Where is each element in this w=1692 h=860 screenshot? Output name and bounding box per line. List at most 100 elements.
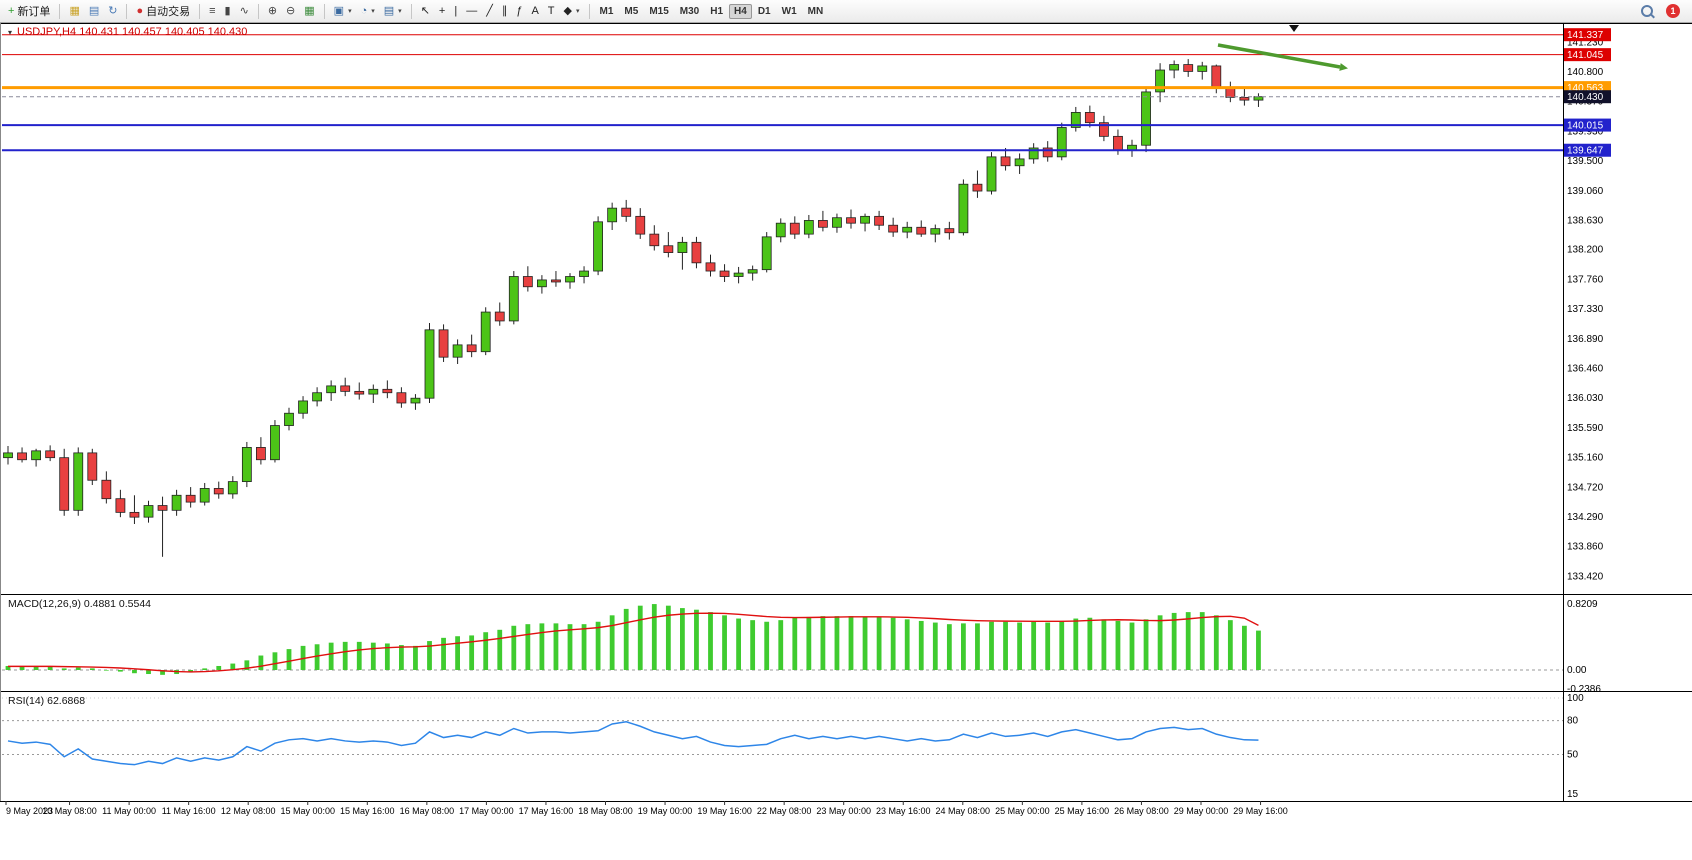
zoom-in-button[interactable]: ⊕ bbox=[264, 1, 281, 21]
candlestick-button[interactable]: ▮ bbox=[221, 1, 235, 21]
svg-text:140.430: 140.430 bbox=[1567, 92, 1604, 103]
toolbar-groups: + 新订单 ▦ ▤ ↻ ● 自动交易 ≡ ▮ ∿ ⊕ ⊖ ▦ ▣ ▾ ◔ ▾ ▤ ▾ ↖ + | — ╱ ∥ ƒ A T ◆ ▾ M1 M5 M… bbox=[4, 1, 828, 21]
svg-text:29 May 00:00: 29 May 00:00 bbox=[1174, 806, 1229, 816]
macd-histogram bbox=[5, 604, 1261, 675]
svg-text:15 May 16:00: 15 May 16:00 bbox=[340, 806, 395, 816]
channel-button[interactable]: ∥ bbox=[498, 1, 512, 21]
svg-text:25 May 00:00: 25 May 00:00 bbox=[995, 806, 1050, 816]
svg-text:23 May 16:00: 23 May 16:00 bbox=[876, 806, 931, 816]
svg-text:139.647: 139.647 bbox=[1567, 146, 1604, 157]
text-button[interactable]: A bbox=[527, 1, 542, 21]
bid-price-line: 140.430 bbox=[2, 90, 1611, 104]
macd-values: 0.4881 0.5544 bbox=[83, 598, 152, 610]
svg-text:139.930: 139.930 bbox=[1567, 126, 1604, 137]
channel-icon: ∥ bbox=[501, 4, 508, 17]
timeframe-w1-button[interactable]: W1 bbox=[781, 5, 797, 17]
svg-text:139.500: 139.500 bbox=[1567, 156, 1604, 167]
bar-chart-button[interactable]: ≡ bbox=[205, 1, 219, 21]
crosshair-icon: + bbox=[438, 4, 446, 17]
svg-text:50: 50 bbox=[1567, 750, 1579, 761]
toolbar-separator bbox=[588, 3, 590, 19]
svg-text:134.290: 134.290 bbox=[1567, 512, 1604, 523]
macd-signal-line bbox=[8, 612, 1259, 673]
line-chart-button[interactable]: ∿ bbox=[236, 1, 253, 21]
horizontal-line-button[interactable]: — bbox=[462, 1, 481, 21]
new-chart-button[interactable]: ▣ ▾ bbox=[330, 1, 356, 21]
new-order-button[interactable]: + 新订单 bbox=[4, 1, 54, 21]
cursor-icon: ↖ bbox=[420, 4, 430, 17]
templates-button[interactable]: ▤ ▾ bbox=[380, 1, 406, 21]
toolbar-right: 1 bbox=[1637, 1, 1688, 21]
svg-text:11 May 00:00: 11 May 00:00 bbox=[102, 806, 156, 816]
toolbar-separator bbox=[59, 3, 61, 19]
zoom-out-button[interactable]: ⊖ bbox=[282, 1, 299, 21]
svg-text:140.015: 140.015 bbox=[1567, 121, 1604, 132]
chevron-down-icon: ▾ bbox=[398, 8, 402, 15]
chart-canvas[interactable]: 141.230140.800140.370139.930139.500139.0… bbox=[0, 23, 1692, 860]
toolbar-separator bbox=[323, 3, 325, 19]
notification-badge[interactable]: 1 bbox=[1666, 4, 1680, 18]
chart-area[interactable]: 141.230140.800140.370139.930139.500139.0… bbox=[0, 23, 1692, 860]
tile-windows-button[interactable]: ▦ bbox=[300, 1, 318, 21]
macd-axis: 0.8209 0.00 -0.2386 bbox=[1567, 599, 1601, 695]
svg-text:17 May 16:00: 17 May 16:00 bbox=[519, 806, 574, 816]
toolbar-group: ▣ ▾ ◔ ▾ ▤ ▾ bbox=[330, 1, 406, 21]
candlestick-icon: ▮ bbox=[224, 4, 231, 17]
svg-text:10 May 08:00: 10 May 08:00 bbox=[42, 806, 97, 816]
crosshair-button[interactable]: + bbox=[435, 1, 449, 21]
svg-text:138.630: 138.630 bbox=[1567, 215, 1604, 226]
tile-windows-icon: ▦ bbox=[304, 4, 315, 17]
charts-button[interactable]: ▦ bbox=[65, 1, 83, 21]
vertical-line-button[interactable]: | bbox=[450, 1, 461, 21]
trendline-button[interactable]: ╱ bbox=[482, 1, 497, 21]
chart-window-icon: ▦ bbox=[69, 4, 80, 17]
text-label-button[interactable]: T bbox=[544, 1, 559, 21]
trend-arrow-annotation[interactable] bbox=[1217, 43, 1348, 71]
timeframe-m5-button[interactable]: M5 bbox=[624, 5, 639, 17]
macd-name: MACD(12,26,9) bbox=[8, 598, 81, 610]
svg-text:9 May 2023: 9 May 2023 bbox=[6, 806, 53, 816]
svg-text:140.800: 140.800 bbox=[1567, 67, 1604, 78]
timeframe-m15-button[interactable]: M15 bbox=[649, 5, 669, 17]
timeframe-h4-button[interactable]: H4 bbox=[729, 3, 752, 19]
timeframe-mn-button[interactable]: MN bbox=[807, 5, 824, 17]
svg-text:19 May 00:00: 19 May 00:00 bbox=[638, 806, 693, 816]
autotrading-icon: ● bbox=[136, 4, 144, 17]
clock-icon: ◔ bbox=[360, 4, 368, 17]
toolbar-group: + 新订单 bbox=[4, 1, 54, 21]
svg-text:141.337: 141.337 bbox=[1567, 30, 1604, 41]
rsi-axis: 100 80 50 15 bbox=[1567, 693, 1584, 800]
panel-borders bbox=[0, 23, 1692, 802]
svg-text:19 May 16:00: 19 May 16:00 bbox=[697, 806, 752, 816]
svg-text:135.590: 135.590 bbox=[1567, 423, 1604, 434]
symbol-period: USDJPY,H4 bbox=[17, 26, 77, 38]
chart-shift-marker-icon[interactable] bbox=[1289, 25, 1299, 32]
fibonacci-button[interactable]: ƒ bbox=[512, 1, 526, 21]
vertical-line-icon: | bbox=[454, 4, 458, 17]
toolbar-group: ⊕ ⊖ ▦ bbox=[264, 1, 319, 21]
cursor-button[interactable]: ↖ bbox=[417, 1, 434, 21]
price-line-label bbox=[1564, 118, 1611, 132]
timeframe-h1-button[interactable]: H1 bbox=[710, 5, 724, 17]
toolbar-separator bbox=[257, 3, 259, 19]
timeframe-d1-button[interactable]: D1 bbox=[757, 5, 771, 17]
search-button[interactable] bbox=[1637, 1, 1657, 21]
svg-text:15: 15 bbox=[1567, 789, 1579, 800]
shapes-button[interactable]: ◆ ▾ bbox=[560, 1, 584, 21]
svg-text:22 May 08:00: 22 May 08:00 bbox=[757, 806, 812, 816]
text-label-icon: T bbox=[547, 4, 555, 17]
periods-button[interactable]: ◔ ▾ bbox=[357, 1, 379, 21]
search-icon bbox=[1641, 5, 1653, 17]
timeframe-m1-button[interactable]: M1 bbox=[599, 5, 614, 17]
timeframe-m30-button[interactable]: M30 bbox=[679, 5, 700, 17]
refresh-button[interactable]: ↻ bbox=[104, 1, 121, 21]
chevron-down-icon: ▾ bbox=[371, 8, 375, 15]
autotrading-button[interactable]: ● 自动交易 bbox=[132, 1, 194, 21]
indicator-level-lines bbox=[2, 669, 1563, 755]
svg-text:23 May 00:00: 23 May 00:00 bbox=[816, 806, 871, 816]
rsi-label: RSI(14) 62.6868 bbox=[8, 695, 85, 707]
template-icon: ▤ bbox=[383, 4, 395, 17]
navigator-button[interactable]: ▤ bbox=[85, 1, 103, 21]
svg-text:141.230: 141.230 bbox=[1567, 38, 1604, 49]
